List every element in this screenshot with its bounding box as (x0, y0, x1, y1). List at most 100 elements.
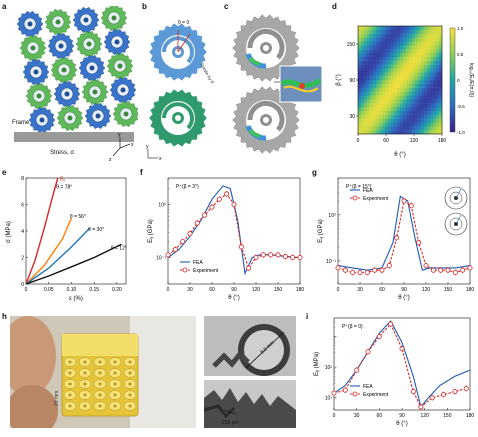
axis-z-label: z (109, 157, 112, 163)
svg-f-point (268, 252, 274, 258)
svg-g-point (408, 203, 414, 209)
rotate-label: Rotate by θ (199, 62, 215, 85)
panel-label-c: c (224, 2, 229, 11)
panel-label-b: b (142, 2, 147, 11)
svg-g-legend-exp: Experiment (363, 196, 389, 202)
d-ytick: 30 (349, 114, 355, 120)
e-ylabel: σ (MPa) (6, 221, 12, 243)
svg-f-point (238, 244, 244, 250)
d-xtick: 0 (357, 138, 360, 144)
svg-i-xtick: 0 (333, 413, 336, 419)
svg-i-ytick: 10² (325, 365, 333, 371)
cbar-tick: -1.0 (457, 130, 465, 135)
svg-f-point (246, 265, 252, 271)
svg-g-xtick: 150 (444, 287, 453, 293)
panel-e-chart: 0 0.05 0.10 0.15 0.20 0 2 4 6 8 θ = 78° θ = 56° θ = … (4, 172, 132, 306)
svg-g-point (350, 269, 356, 275)
axes-triad: x y z (109, 132, 134, 163)
svg-g-xlabel: θ (°) (398, 295, 409, 301)
axis-x-label-b: x (159, 156, 162, 162)
svg-f-xtick: 30 (187, 287, 193, 293)
svg-e-series-line (25, 243, 122, 285)
svg-f-point (187, 231, 193, 237)
svg-e-series-line (25, 177, 59, 285)
svg-g-ytick: 10⁻¹ (326, 259, 336, 265)
gear-unit-figure: θ = 0 Rotate by θ x y (146, 20, 215, 162)
svg-f-point (275, 252, 281, 258)
svg-i-point (463, 386, 469, 392)
panel-b-gears: θ = 0 Rotate by θ x y (140, 6, 220, 164)
e-curve-label: θ = 12° (111, 246, 127, 252)
g-unit-icon (444, 186, 468, 210)
svg-f-ytick: 10⁻¹ (156, 256, 166, 262)
svg-f-xtick: 120 (252, 287, 261, 293)
svg-e-xtick: 0.20 (112, 287, 122, 293)
panel-label-a: a (2, 2, 7, 11)
heatmap-cells (358, 26, 443, 135)
svg-f-legend-fea: FEA (193, 260, 203, 266)
svg-f-point (224, 191, 230, 197)
panel-label-g: g (312, 168, 317, 177)
svg-i-xtick: 150 (443, 413, 452, 419)
svg-e-ytick: 0 (21, 282, 24, 288)
heatmap-chart: 0 60 120 180 30 90 150 1.0 0.5 0 -0.5 -1.0 log₁₀(E… (336, 25, 474, 158)
svg-g-xtick: 180 (466, 287, 475, 293)
d-ytick: 150 (347, 42, 356, 48)
theta-zero-label: θ = 0 (178, 20, 189, 26)
d-xlabel: θ (°) (394, 152, 405, 158)
svg-i-xtick: 30 (354, 413, 360, 419)
cbar-tick: 0 (457, 78, 460, 83)
panel-label-i: i (306, 312, 309, 321)
panel-label-f: f (140, 168, 143, 177)
svg-f-point (180, 239, 186, 245)
svg-i-ytick: 10¹ (325, 396, 333, 402)
micro-photo-top: 8.8 mm (204, 316, 296, 376)
svg-g-xtick: 90 (401, 287, 407, 293)
axis-y-label-b: y (146, 144, 149, 150)
svg-f-xtick: 0 (167, 287, 170, 293)
e-ey-label: Eᵧ (60, 177, 65, 183)
cbar-tick: 1.0 (457, 26, 464, 31)
svg-e-ytick: 2 (21, 256, 24, 262)
svg-e-xtick: 0.10 (67, 287, 77, 293)
cbar-tick: -0.5 (457, 104, 465, 109)
svg-i-point (376, 333, 382, 339)
svg-e-xtick: 0 (25, 287, 28, 293)
svg-i-ylabel: Eᵧ (MPa) (314, 352, 320, 376)
svg-g-point (401, 198, 407, 204)
svg-i-point (388, 321, 394, 327)
svg-i-xtick: 180 (466, 413, 475, 419)
svg-g-point (460, 267, 466, 273)
svg-g-ylabel: Eᵧ (GPa) (318, 219, 324, 243)
svg-g-point (452, 269, 458, 275)
svg-g-point (423, 263, 429, 269)
svg-g-point (386, 263, 392, 269)
svg-g-xtick: 30 (357, 287, 363, 293)
svg-i-xlabel: θ (°) (396, 421, 407, 427)
svg-i-point (429, 395, 435, 401)
svg-i-point (452, 389, 458, 395)
svg-f-point (194, 220, 200, 226)
fea-stress-figure (232, 14, 323, 154)
svg-f-xtick: 150 (274, 287, 283, 293)
g-unit-icon (444, 212, 468, 236)
panel-label-h: h (2, 312, 7, 321)
panel-label-e: e (2, 168, 7, 177)
svg-f-xtick: 90 (231, 287, 237, 293)
panel-label-d: d (332, 2, 337, 11)
svg-f-point (282, 253, 288, 259)
svg-g-point (430, 267, 436, 273)
e-xlabel: ε (%) (69, 296, 83, 302)
panel-d-heatmap: 0 60 120 180 30 90 150 1.0 0.5 0 -0.5 -1.0 log₁₀(E… (330, 6, 476, 164)
modulus-chart-f: 0 30 60 90 120 150 180 10⁻¹ 10⁰ P⁺(β = 3°) Eᵧ (GPa… (148, 177, 304, 301)
svg-i-legend-fea: FEA (363, 384, 373, 390)
svg-i-point (399, 346, 405, 352)
svg-i-point (354, 367, 360, 373)
sample-photo: 20 mm (10, 316, 196, 428)
frame-bar (14, 132, 134, 142)
frame-label: Frame (12, 120, 30, 126)
cbar-tick: 0.5 (457, 52, 464, 57)
d-xtick: 180 (438, 138, 447, 144)
d-ylabel: β (°) (336, 74, 342, 86)
e-curve-label: θ = 78° (56, 185, 72, 191)
